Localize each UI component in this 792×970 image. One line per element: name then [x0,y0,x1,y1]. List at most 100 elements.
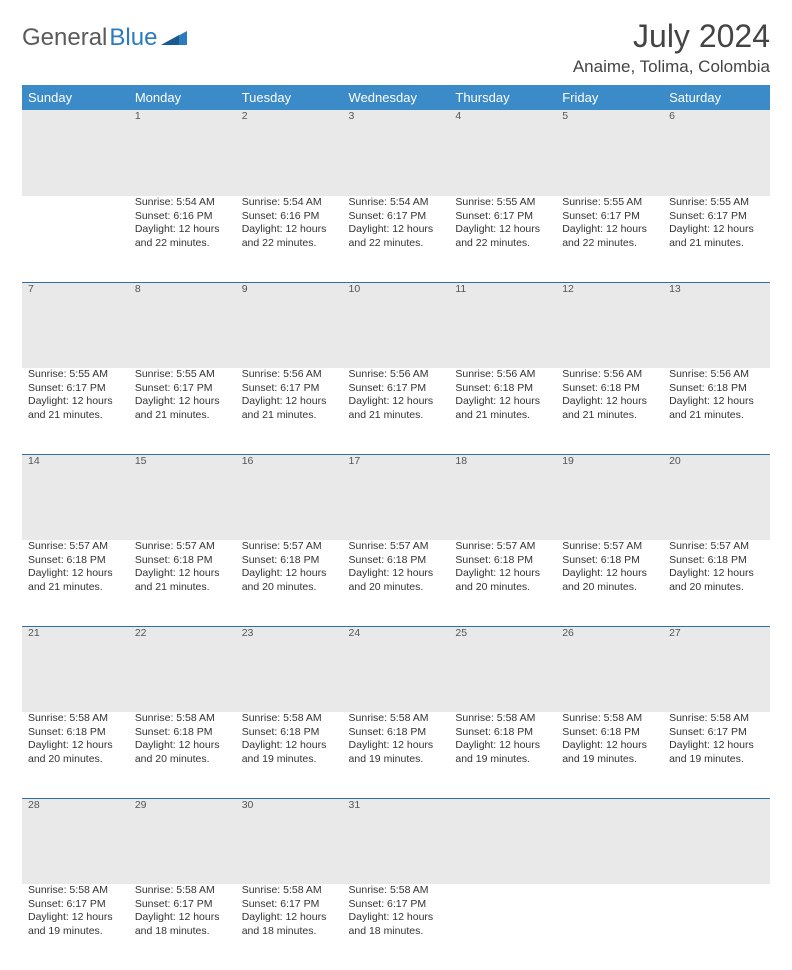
day-number: 31 [343,798,450,884]
sunset-text: Sunset: 6:17 PM [349,898,444,912]
day-cell: Sunrise: 5:55 AMSunset: 6:17 PMDaylight:… [449,196,556,282]
sunset-text: Sunset: 6:17 PM [669,726,764,740]
sunset-text: Sunset: 6:17 PM [28,898,123,912]
day-number: 17 [343,454,450,540]
day-cell: Sunrise: 5:58 AMSunset: 6:18 PMDaylight:… [236,712,343,798]
sunset-text: Sunset: 6:17 PM [349,210,444,224]
day-number-row: 28293031 [22,798,770,884]
daylight-text: Daylight: 12 hours and 18 minutes. [242,911,337,938]
sunset-text: Sunset: 6:18 PM [669,382,764,396]
day-cell: Sunrise: 5:56 AMSunset: 6:18 PMDaylight:… [663,368,770,454]
daylight-text: Daylight: 12 hours and 21 minutes. [28,395,123,422]
day-number: 25 [449,626,556,712]
day-cell: Sunrise: 5:56 AMSunset: 6:17 PMDaylight:… [236,368,343,454]
day-number-row: 14151617181920 [22,454,770,540]
daylight-text: Daylight: 12 hours and 21 minutes. [242,395,337,422]
day-cell: Sunrise: 5:55 AMSunset: 6:17 PMDaylight:… [22,368,129,454]
sunset-text: Sunset: 6:17 PM [242,898,337,912]
daylight-text: Daylight: 12 hours and 22 minutes. [455,223,550,250]
day-number: 19 [556,454,663,540]
day-cell: Sunrise: 5:57 AMSunset: 6:18 PMDaylight:… [556,540,663,626]
sunrise-text: Sunrise: 5:57 AM [135,540,230,554]
day-number: 9 [236,282,343,368]
flag-icon [161,29,187,47]
weekday-header-row: Sunday Monday Tuesday Wednesday Thursday… [22,85,770,110]
daylight-text: Daylight: 12 hours and 21 minutes. [135,567,230,594]
day-content-row: Sunrise: 5:54 AMSunset: 6:16 PMDaylight:… [22,196,770,282]
day-number: 28 [22,798,129,884]
weekday-header: Thursday [449,85,556,110]
weekday-header: Wednesday [343,85,450,110]
day-number: 24 [343,626,450,712]
day-number: 5 [556,110,663,196]
day-number: 13 [663,282,770,368]
sunset-text: Sunset: 6:17 PM [669,210,764,224]
day-number: 26 [556,626,663,712]
day-cell [22,196,129,282]
day-number: 18 [449,454,556,540]
daylight-text: Daylight: 12 hours and 20 minutes. [28,739,123,766]
day-cell: Sunrise: 5:57 AMSunset: 6:18 PMDaylight:… [236,540,343,626]
day-number: 7 [22,282,129,368]
day-cell: Sunrise: 5:58 AMSunset: 6:17 PMDaylight:… [129,884,236,970]
sunset-text: Sunset: 6:18 PM [242,554,337,568]
daylight-text: Daylight: 12 hours and 21 minutes. [349,395,444,422]
sunset-text: Sunset: 6:18 PM [562,382,657,396]
sunrise-text: Sunrise: 5:56 AM [455,368,550,382]
daylight-text: Daylight: 12 hours and 19 minutes. [562,739,657,766]
day-cell: Sunrise: 5:58 AMSunset: 6:18 PMDaylight:… [343,712,450,798]
daylight-text: Daylight: 12 hours and 21 minutes. [135,395,230,422]
day-number [556,798,663,884]
daylight-text: Daylight: 12 hours and 18 minutes. [135,911,230,938]
calendar-table: Sunday Monday Tuesday Wednesday Thursday… [22,85,770,970]
day-number: 22 [129,626,236,712]
sunset-text: Sunset: 6:18 PM [28,554,123,568]
brand-logo: GeneralBlue [22,24,187,52]
day-cell: Sunrise: 5:58 AMSunset: 6:17 PMDaylight:… [236,884,343,970]
sunset-text: Sunset: 6:18 PM [349,554,444,568]
day-cell: Sunrise: 5:56 AMSunset: 6:17 PMDaylight:… [343,368,450,454]
sunrise-text: Sunrise: 5:55 AM [562,196,657,210]
day-cell: Sunrise: 5:58 AMSunset: 6:18 PMDaylight:… [22,712,129,798]
sunset-text: Sunset: 6:18 PM [135,726,230,740]
header: GeneralBlue July 2024 Anaime, Tolima, Co… [22,18,770,77]
sunrise-text: Sunrise: 5:54 AM [349,196,444,210]
sunrise-text: Sunrise: 5:58 AM [135,884,230,898]
sunrise-text: Sunrise: 5:58 AM [242,884,337,898]
daylight-text: Daylight: 12 hours and 21 minutes. [669,395,764,422]
sunset-text: Sunset: 6:18 PM [562,726,657,740]
title-block: July 2024 Anaime, Tolima, Colombia [573,18,770,77]
sunrise-text: Sunrise: 5:58 AM [349,884,444,898]
sunrise-text: Sunrise: 5:58 AM [349,712,444,726]
day-cell: Sunrise: 5:58 AMSunset: 6:17 PMDaylight:… [663,712,770,798]
sunrise-text: Sunrise: 5:57 AM [562,540,657,554]
daylight-text: Daylight: 12 hours and 22 minutes. [562,223,657,250]
day-content-row: Sunrise: 5:57 AM Sunset: 6:18 PM Daylight:… [22,540,770,626]
day-number: 15 [129,454,236,540]
day-cell: Sunrise: 5:56 AMSunset: 6:18 PMDaylight:… [449,368,556,454]
day-number: 30 [236,798,343,884]
day-cell: Sunrise: 5:57 AMSunset: 6:18 PMDaylight:… [22,540,129,626]
day-number: 8 [129,282,236,368]
daylight-text: Daylight: 12 hours and 19 minutes. [28,911,123,938]
sunrise-text: Sunrise: 5:58 AM [455,712,550,726]
sunrise-text: Sunrise: 5:55 AM [455,196,550,210]
sunset-text: Sunset: 6:17 PM [455,210,550,224]
day-number: 14 [22,454,129,540]
daylight-text: Daylight: 12 hours and 21 minutes. [669,223,764,250]
day-cell: Sunrise: 5:54 AMSunset: 6:17 PMDaylight:… [343,196,450,282]
day-number: 1 [129,110,236,196]
sunrise-text: Sunrise: 5:56 AM [242,368,337,382]
sunrise-text: Sunrise: 5:58 AM [135,712,230,726]
sunrise-text: Sunrise: 5:56 AM [349,368,444,382]
sunrise-text: Sunrise: 5:58 AM [242,712,337,726]
sunset-text: Sunset: 6:18 PM [455,726,550,740]
sunset-text: Sunset: 6:18 PM [242,726,337,740]
day-number: 12 [556,282,663,368]
daylight-text: Daylight: 12 hours and 21 minutes. [455,395,550,422]
day-cell: Sunrise: 5:55 AMSunset: 6:17 PMDaylight:… [129,368,236,454]
day-number: 23 [236,626,343,712]
sunrise-text: Sunrise: 5:58 AM [669,712,764,726]
daylight-text: Daylight: 12 hours and 20 minutes. [669,567,764,594]
day-content-row: Sunrise: 5:58 AMSunset: 6:17 PMDaylight:… [22,884,770,970]
